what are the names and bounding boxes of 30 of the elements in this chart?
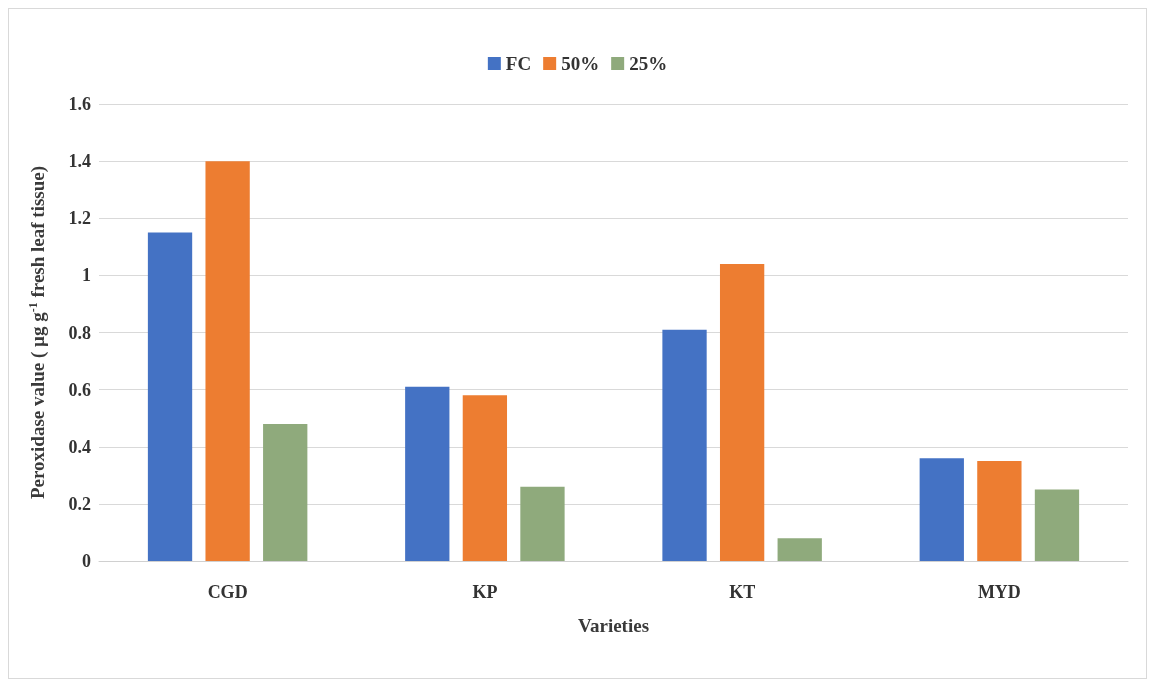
x-tick-label: KP xyxy=(472,582,498,602)
x-axis-title: Varieties xyxy=(577,615,650,636)
y-axis-title: Peroxidase value ( µg g-1 fresh leaf tissue) xyxy=(26,165,49,500)
y-tick-label: 0.2 xyxy=(68,493,91,514)
y-tick-label: 1 xyxy=(82,265,91,286)
bar xyxy=(462,395,508,561)
bar xyxy=(205,161,250,561)
x-tick-label: CGD xyxy=(207,582,248,602)
bar xyxy=(719,263,765,561)
y-tick-label: 1.6 xyxy=(68,94,91,114)
y-tick-label: 1.4 xyxy=(68,151,91,172)
bar xyxy=(662,329,707,561)
bar xyxy=(977,461,1022,561)
bar xyxy=(520,486,565,561)
bar xyxy=(919,458,964,561)
bar xyxy=(405,386,450,561)
legend-label: FC xyxy=(505,53,532,74)
bar xyxy=(147,232,193,561)
x-tick-label: KT xyxy=(729,582,756,602)
y-tick-label: 0.8 xyxy=(68,322,91,343)
bar xyxy=(777,538,822,561)
x-tick-label: MYD xyxy=(977,582,1021,602)
bar xyxy=(263,423,308,561)
y-tick-label: 0 xyxy=(82,551,91,571)
y-tick-label: 0.4 xyxy=(68,436,91,457)
y-tick-label: 1.2 xyxy=(68,208,91,229)
legend-label: 25% xyxy=(629,53,668,74)
y-tick-label: 0.6 xyxy=(68,379,91,400)
legend-label: 50% xyxy=(561,53,600,74)
bar xyxy=(1034,489,1080,561)
